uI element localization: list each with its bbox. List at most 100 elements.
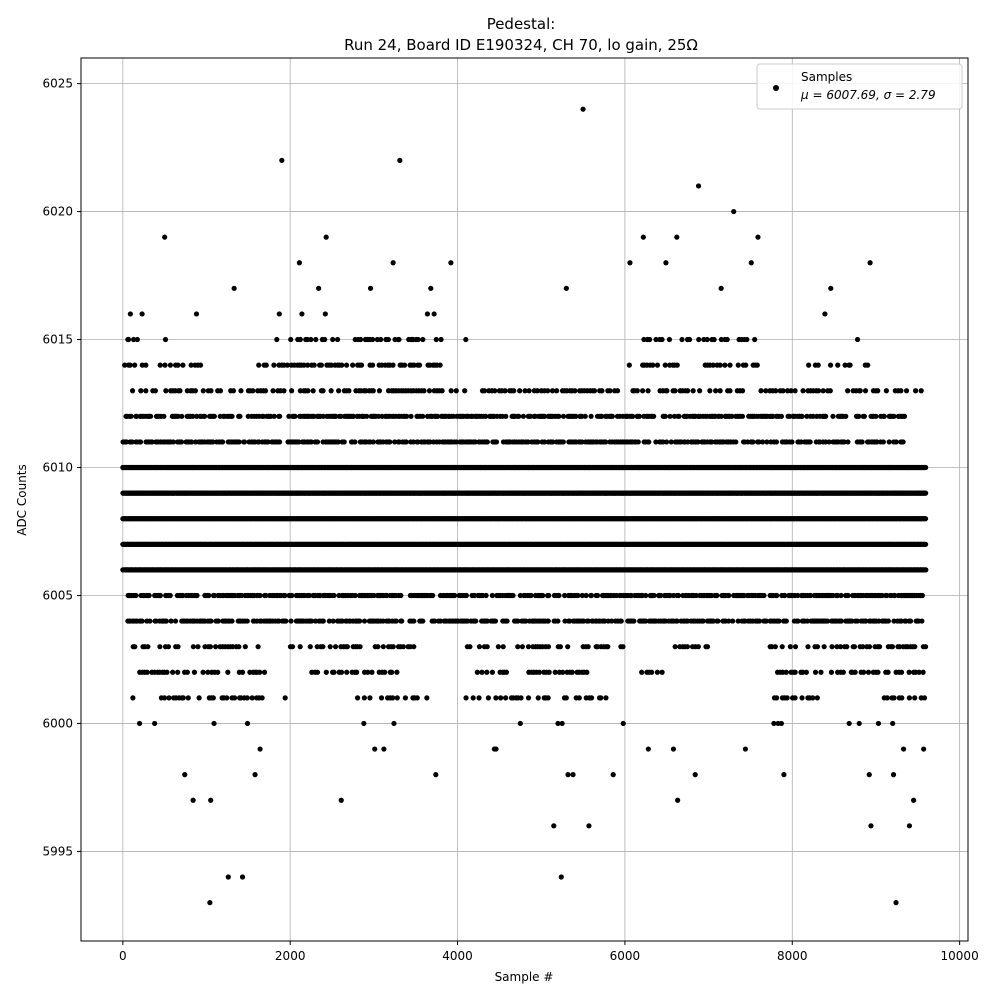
sample-point [244, 618, 250, 624]
sample-point [643, 618, 649, 624]
sample-point [579, 592, 585, 599]
sample-point [492, 618, 499, 624]
sample-point [515, 618, 521, 624]
sample-point [283, 618, 289, 624]
sample-point [730, 618, 736, 624]
sample-point [562, 618, 568, 624]
sample-point [919, 592, 925, 599]
sample-point [776, 618, 782, 624]
sample-point [892, 592, 898, 599]
sample-point [556, 592, 562, 599]
sample-point [658, 592, 664, 599]
sample-point [838, 592, 844, 599]
sample-point [782, 592, 788, 599]
sample-point [326, 618, 332, 624]
sample-point [907, 618, 914, 624]
sample-point [651, 592, 657, 599]
sample-point [398, 592, 404, 599]
sample-point [288, 618, 294, 624]
sample-point [167, 592, 173, 599]
sample-point [774, 592, 780, 599]
sample-point [756, 618, 763, 624]
sample-point [437, 618, 444, 624]
sample-point [484, 618, 490, 624]
sample-point [824, 618, 831, 624]
sample-point [583, 592, 589, 599]
sample-point [575, 592, 581, 599]
sample-point [643, 592, 649, 599]
sample-point [922, 516, 929, 522]
sample-point [504, 618, 510, 624]
sample-point [763, 618, 769, 624]
sample-point [208, 618, 214, 624]
sample-point [545, 618, 551, 624]
sample-point [923, 541, 929, 547]
sample-point [795, 592, 801, 599]
sample-point [157, 592, 163, 599]
sample-point [726, 618, 732, 624]
sample-point [567, 618, 573, 624]
sample-point [795, 618, 801, 624]
sample-point [473, 618, 479, 624]
sample-point [863, 618, 869, 624]
sample-point [879, 592, 885, 599]
sample-point [330, 618, 336, 624]
sample-point [585, 618, 592, 624]
sample-point [735, 618, 741, 624]
sample-point [807, 592, 814, 599]
sample-point [726, 592, 732, 599]
sample-point [804, 618, 811, 624]
sample-point [306, 592, 312, 599]
sample-point [215, 618, 221, 624]
sample-point [399, 618, 405, 624]
sample-point [489, 592, 495, 599]
sample-point [133, 592, 139, 599]
sample-point [282, 592, 288, 599]
sample-point [229, 618, 235, 624]
sample-point [371, 592, 377, 599]
sample-point [452, 592, 458, 599]
sample-point [555, 618, 561, 624]
sample-point [710, 618, 716, 624]
sample-point [715, 618, 721, 624]
sample-point [153, 618, 159, 624]
sample-point [411, 618, 417, 624]
sample-point [700, 618, 706, 624]
sample-point [483, 592, 489, 599]
sample-point [588, 592, 595, 599]
sample-point [609, 618, 615, 624]
sample-point [331, 592, 337, 599]
sample-point [194, 592, 200, 599]
sample-point [263, 592, 269, 599]
sample-point [352, 592, 358, 599]
sample-point [714, 592, 720, 599]
sample-point [528, 592, 534, 599]
sample-point [885, 618, 891, 624]
sample-point [257, 592, 263, 599]
sample-point [206, 592, 212, 599]
data-points [120, 106, 929, 906]
sample-point [431, 618, 438, 624]
sample-point [674, 618, 680, 624]
sample-point [631, 618, 637, 624]
sample-point [510, 592, 516, 599]
sample-point [393, 618, 399, 624]
sample-point [675, 592, 682, 599]
sample-point [919, 618, 925, 624]
sample-point [320, 618, 326, 624]
sample-point [540, 592, 546, 599]
sample-point [289, 592, 295, 599]
sample-point [838, 618, 844, 624]
sample-point [357, 618, 363, 624]
sample-point [147, 618, 153, 624]
sample-point [783, 618, 789, 624]
sample-point [618, 618, 624, 624]
sample-point [463, 592, 469, 599]
sample-point [172, 618, 179, 624]
sample-point [923, 567, 929, 573]
sample-point [163, 618, 169, 624]
sample-point [139, 618, 145, 624]
sample-point [562, 592, 568, 599]
sample-point [594, 592, 601, 599]
